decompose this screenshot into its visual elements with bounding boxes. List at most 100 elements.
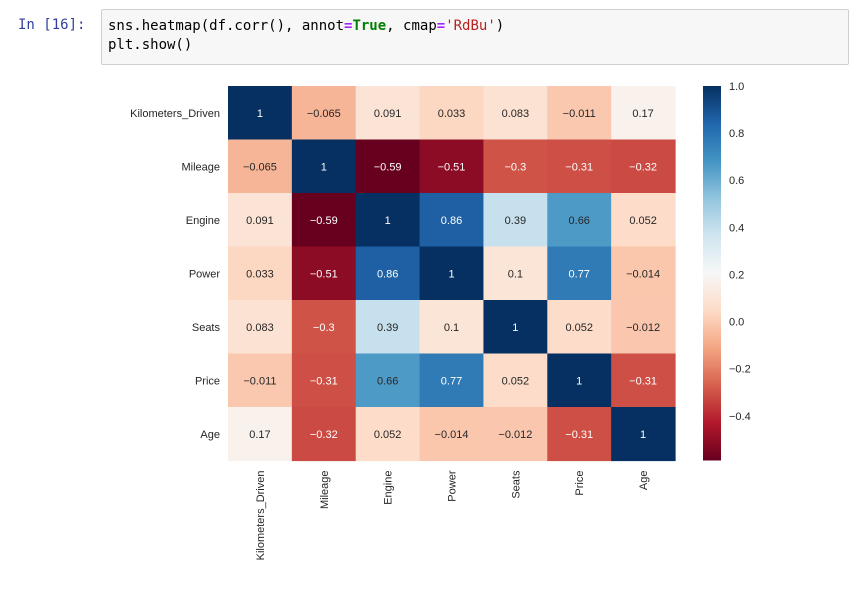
colorbar-tick-label: 1.0	[729, 81, 744, 93]
cell-annotation: −0.065	[307, 108, 341, 120]
x-tick-label: Seats	[510, 470, 522, 499]
heatmap-cell	[228, 300, 293, 355]
code-call: sns.heatmap(df.corr(), annot	[108, 18, 345, 34]
heatmap-cell	[419, 407, 485, 462]
colorbar-tick-label: 0.8	[729, 128, 744, 140]
heatmap-cell	[547, 139, 612, 194]
heatmap-cell	[419, 246, 485, 301]
y-tick-labels: Kilometers_Driven Mileage Engine Power Seats…	[130, 108, 220, 441]
cell-annotation: −0.31	[565, 429, 593, 441]
heatmap-cell	[419, 193, 485, 248]
cell-annotation: 0.091	[374, 108, 402, 120]
heatmap-cell	[228, 193, 293, 248]
cell-annotation: −0.011	[243, 375, 276, 387]
heatmap-cell	[291, 86, 357, 141]
cell-annotation: 0.052	[629, 215, 657, 227]
cell-annotation: −0.012	[498, 429, 532, 441]
cell-annotation: 1	[512, 322, 518, 334]
heatmap-cell	[547, 300, 612, 355]
cell-annotation: 0.66	[569, 215, 590, 227]
heatmap-cells	[228, 86, 676, 462]
code-separator: , cmap	[386, 18, 437, 34]
heatmap-cell	[355, 353, 421, 408]
cell-annotation: 0.052	[374, 429, 402, 441]
cell-annotation: 1	[576, 375, 582, 387]
y-tick-label: Age	[200, 429, 220, 441]
cell-annotation: 0.033	[438, 108, 466, 120]
cell-annotation: 0.083	[502, 108, 530, 120]
colorbar-tick-label: −0.2	[729, 364, 751, 376]
colorbar-gradient	[703, 86, 721, 461]
cell-annotation: 0.86	[441, 215, 462, 227]
heatmap-cell	[611, 300, 676, 355]
colorbar-tick-label: 0.6	[729, 175, 744, 187]
cell-output: 1 −0.065 0.091 0.033 0.083 −0.011 0.17 −0.065 1 −…	[0, 70, 853, 586]
cell-annotation: −0.32	[629, 161, 657, 173]
cell-annotation: −0.3	[313, 322, 335, 334]
heatmap-cell	[611, 407, 676, 462]
code-operator: =	[344, 18, 353, 34]
cell-annotation: 0.033	[246, 268, 274, 280]
cell-annotation: −0.014	[626, 268, 660, 280]
cell-annotation: 0.083	[246, 322, 274, 334]
heatmap-cell	[291, 193, 357, 248]
heatmap-cell	[419, 139, 485, 194]
cell-annotation: −0.065	[243, 161, 277, 173]
cell-annotation: 1	[448, 268, 454, 280]
heatmap-cell	[355, 407, 421, 462]
heatmap-cell	[419, 300, 485, 355]
cell-annotation: −0.32	[310, 429, 338, 441]
y-tick-label: Engine	[186, 215, 220, 227]
y-tick-label: Power	[189, 268, 221, 280]
y-tick-label: Kilometers_Driven	[130, 108, 220, 120]
code-operator: =	[436, 18, 446, 34]
heatmap-cell	[611, 193, 676, 248]
heatmap-cell	[291, 300, 357, 355]
cell-annotation: 0.1	[508, 268, 523, 280]
code-editor[interactable]: sns.heatmap(df.corr(), annot=True, cmap=…	[101, 9, 849, 65]
heatmap-annotations: 1 −0.065 0.091 0.033 0.083 −0.011 0.17 −0.065 1 −…	[243, 108, 660, 441]
cell-annotation: −0.014	[435, 429, 469, 441]
colorbar: 1.0 0.8 0.6 0.4 0.2 0.0 −0.2 −0.4	[703, 81, 751, 461]
cell-annotation: 0.77	[569, 268, 590, 280]
heatmap-cell	[228, 353, 293, 408]
colorbar-tick-label: 0.2	[729, 269, 744, 281]
cell-annotation: −0.51	[310, 268, 338, 280]
code-close-paren: )	[495, 18, 505, 34]
code-string: 'RdBu'	[445, 18, 496, 34]
colorbar-tick-label: 0.0	[729, 317, 744, 329]
heatmap-cell	[611, 246, 676, 301]
cell-annotation: −0.51	[438, 161, 466, 173]
heatmap-cell	[291, 139, 357, 194]
cell-annotation: −0.012	[626, 322, 660, 334]
cell-annotation: 0.77	[441, 375, 462, 387]
heatmap-cell	[483, 300, 548, 355]
heatmap-cell	[355, 193, 421, 248]
heatmap-cell	[483, 139, 548, 194]
input-prompt: In [16]:	[18, 17, 86, 33]
cell-annotation: 1	[257, 108, 263, 120]
cell-annotation: 0.17	[632, 108, 653, 120]
code-line-2: plt.show()	[108, 37, 193, 53]
heatmap-cell	[355, 139, 421, 194]
heatmap-cell	[228, 86, 293, 141]
correlation-heatmap: 1 −0.065 0.091 0.033 0.083 −0.011 0.17 −0.065 1 −…	[130, 81, 751, 560]
heatmap-cell	[419, 353, 485, 408]
heatmap-cell	[483, 86, 548, 141]
cell-annotation: 0.39	[377, 322, 398, 334]
y-tick-label: Seats	[192, 322, 221, 334]
cell-annotation: 1	[385, 215, 391, 227]
cell-annotation: −0.59	[374, 161, 402, 173]
heatmap-cell	[228, 407, 293, 462]
colorbar-tick-label: 0.4	[729, 222, 744, 234]
heatmap-cell	[483, 193, 548, 248]
y-tick-label: Mileage	[181, 161, 220, 173]
heatmap-cell	[291, 353, 357, 408]
cell-annotation: 0.66	[377, 375, 398, 387]
cell-annotation: 0.86	[377, 268, 398, 280]
x-tick-label: Engine	[383, 471, 395, 505]
x-tick-label: Price	[574, 471, 586, 496]
cell-annotation: −0.3	[505, 161, 527, 173]
colorbar-tick-label: −0.4	[729, 411, 751, 423]
heatmap-cell	[483, 246, 548, 301]
